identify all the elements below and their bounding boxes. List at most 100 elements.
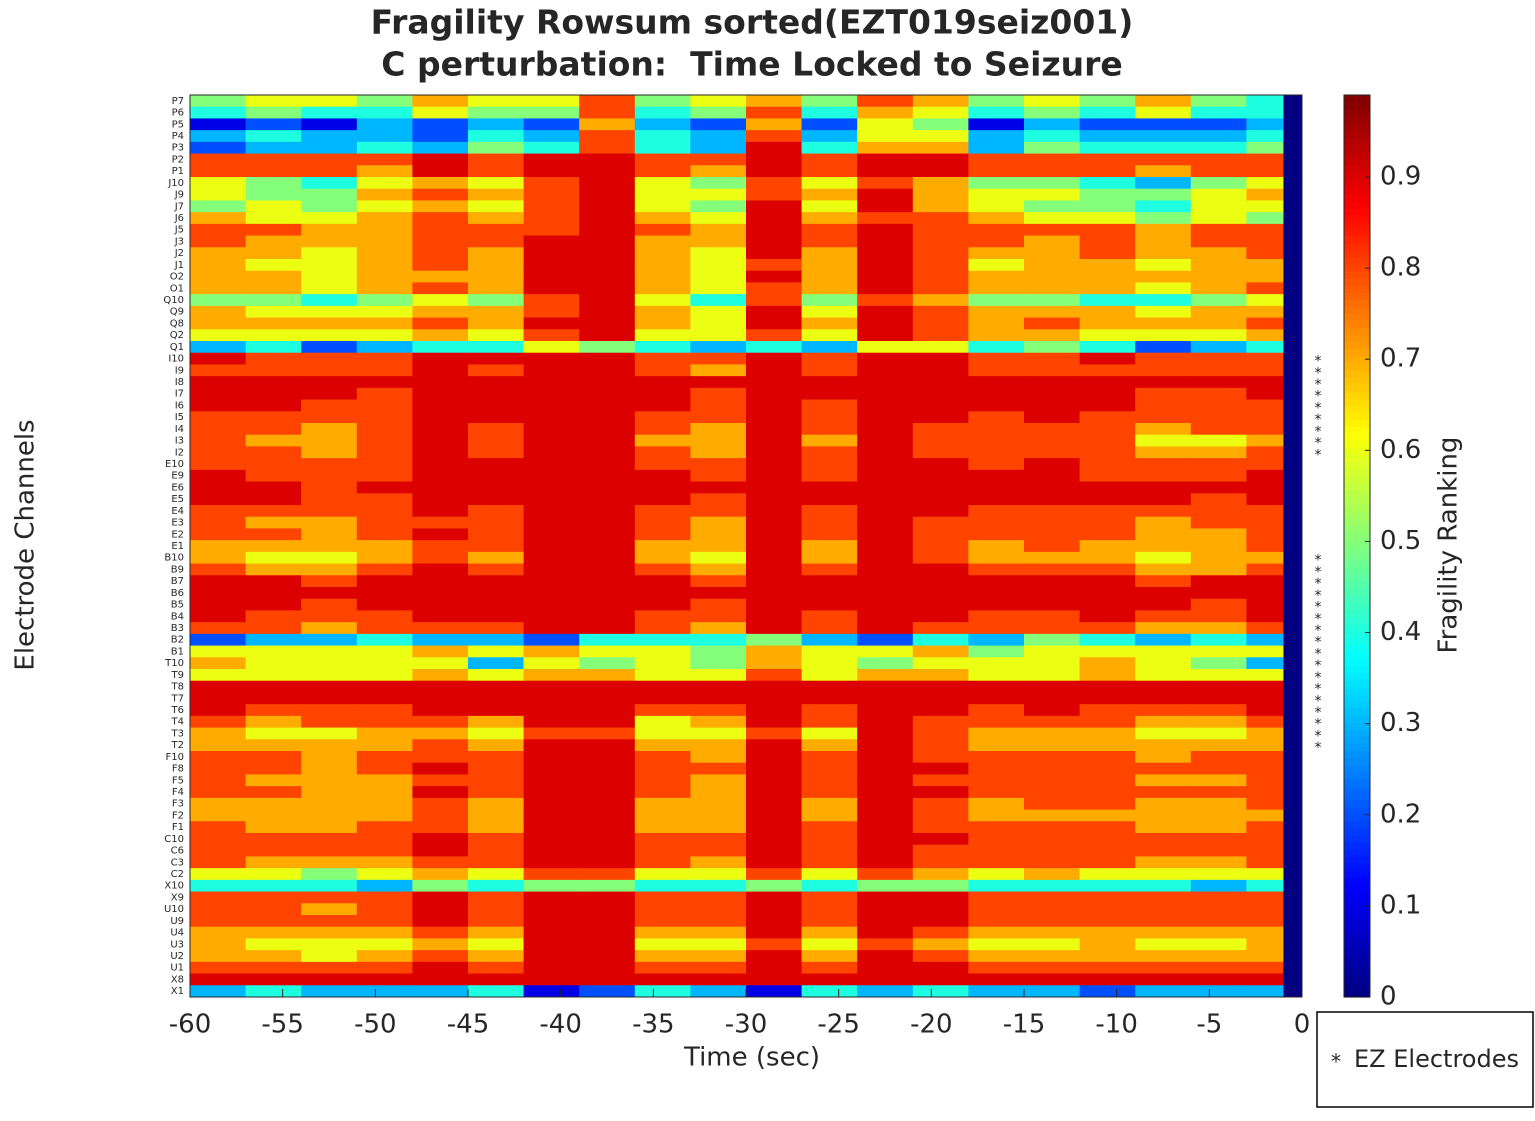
heat-cell [801, 622, 858, 635]
heat-cell [468, 352, 525, 365]
heat-cell [1024, 844, 1081, 857]
y-tick-label: U1 [170, 963, 184, 974]
heat-cell [356, 786, 413, 799]
heat-cell [1283, 598, 1303, 611]
heat-cell [1135, 130, 1192, 143]
heat-cell [1135, 329, 1192, 342]
heat-cell [523, 633, 580, 647]
heat-cell [746, 669, 803, 682]
colorbar-swatch [1344, 560, 1370, 568]
heat-cell [1079, 329, 1136, 342]
heat-cell [1079, 223, 1136, 237]
heat-cell [1135, 411, 1192, 424]
heat-cell [190, 177, 247, 190]
colorbar-swatch [1344, 940, 1370, 949]
heat-cell [1079, 633, 1136, 647]
heat-cell [857, 212, 914, 225]
heat-cell [1246, 915, 1284, 928]
heat-cell [1190, 879, 1247, 893]
heat-cell [690, 223, 747, 237]
heat-cell [1079, 833, 1136, 846]
heat-cell [523, 399, 580, 412]
heat-cell [690, 95, 747, 108]
heat-cell [523, 645, 580, 658]
heat-cell [1079, 657, 1136, 670]
heat-cell [412, 212, 469, 225]
heat-cell [579, 774, 636, 787]
heat-cell [912, 985, 969, 998]
heat-cell [912, 294, 969, 307]
heat-cell [301, 751, 358, 764]
heat-cell [968, 446, 1025, 459]
heat-cell [746, 915, 803, 928]
heat-cell [356, 235, 413, 248]
heat-cell [634, 692, 691, 705]
heat-cell [968, 305, 1025, 319]
heat-cell [468, 575, 525, 588]
heat-cell [245, 657, 302, 670]
heat-cell [190, 926, 247, 939]
heat-cell [1283, 633, 1303, 647]
heat-cell [245, 774, 302, 787]
heat-cell [412, 141, 469, 155]
heat-cell [746, 493, 803, 506]
heat-cell [412, 282, 469, 295]
heat-cell [912, 130, 969, 143]
heat-cell [523, 973, 580, 986]
heat-cell [1024, 540, 1081, 553]
heat-cell [245, 610, 302, 623]
heat-cell [1246, 106, 1284, 119]
heat-cell [301, 200, 358, 213]
heat-cell [468, 329, 525, 342]
heat-cell [1283, 387, 1303, 401]
heat-cell [190, 493, 247, 506]
heat-cell [356, 915, 413, 928]
heat-cell [468, 751, 525, 764]
heat-cell [857, 669, 914, 682]
heat-cell [968, 540, 1025, 553]
heat-cell [912, 165, 969, 178]
heat-cell [301, 540, 358, 553]
heat-cell [1079, 774, 1136, 787]
heat-cell [1246, 809, 1284, 822]
heat-cell [1024, 774, 1081, 787]
heat-cell [579, 563, 636, 576]
heat-cell [912, 305, 969, 319]
heat-cell [579, 587, 636, 600]
heat-cell [301, 141, 358, 155]
heat-cell [1135, 341, 1192, 354]
heat-cell [968, 411, 1025, 424]
heat-cell [301, 165, 358, 178]
colorbar-swatch [1344, 271, 1370, 279]
heat-cell [1246, 797, 1284, 811]
heat-cell [579, 106, 636, 119]
heat-cell [634, 797, 691, 811]
heat-cell [190, 704, 247, 717]
heat-cell [245, 376, 302, 389]
heat-cell [690, 563, 747, 576]
heat-cell [1283, 610, 1303, 623]
heat-cell [690, 177, 747, 190]
colorbar-swatch [1344, 475, 1370, 484]
heat-cell [634, 223, 691, 237]
heat-cell [1079, 387, 1136, 401]
colorbar-swatch [1344, 841, 1370, 850]
heat-cell [912, 950, 969, 963]
heat-cell [912, 458, 969, 471]
heat-cell [801, 727, 858, 740]
heat-cell [1283, 329, 1303, 342]
heat-cell [857, 598, 914, 611]
heat-cell [1135, 551, 1192, 565]
heat-cell [579, 352, 636, 365]
heat-cell [1283, 938, 1303, 951]
heat-cell [690, 903, 747, 916]
heat-cell [412, 200, 469, 213]
colorbar-swatch [1344, 567, 1370, 575]
heat-cell [968, 352, 1025, 365]
heat-cell [746, 130, 803, 143]
heat-cell [690, 774, 747, 787]
heat-cell [190, 739, 247, 752]
heat-cell [634, 165, 691, 178]
heat-cell [1283, 341, 1303, 354]
heat-cell [301, 715, 358, 729]
